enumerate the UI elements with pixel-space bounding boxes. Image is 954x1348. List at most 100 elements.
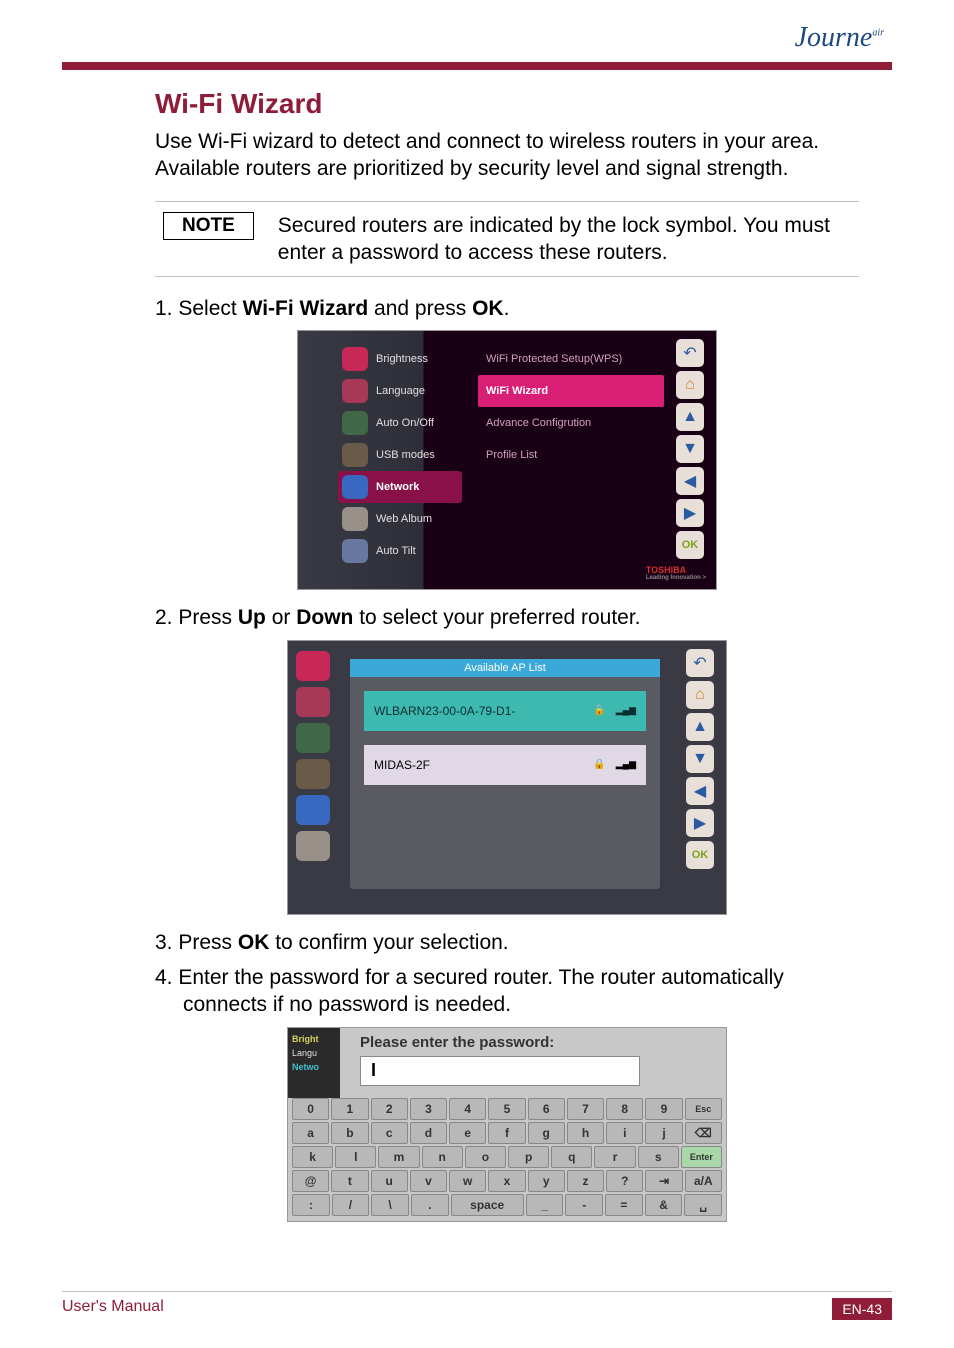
- up-icon[interactable]: ▲: [676, 403, 704, 431]
- note-label: NOTE: [163, 212, 254, 240]
- keyboard-key[interactable]: y: [528, 1170, 565, 1192]
- menu-icon: [342, 539, 368, 563]
- keyboard-key[interactable]: ␣: [684, 1194, 722, 1216]
- keyboard-key[interactable]: i: [606, 1122, 643, 1144]
- keyboard-key[interactable]: space: [451, 1194, 524, 1216]
- keyboard-key[interactable]: s: [638, 1146, 679, 1168]
- keyboard-key[interactable]: a/A: [685, 1170, 722, 1192]
- down-icon[interactable]: ▼: [676, 435, 704, 463]
- keyboard-key[interactable]: o: [465, 1146, 506, 1168]
- ap-panel: Available AP List WLBARN23-00-0A-79-D1-🔒…: [350, 659, 660, 889]
- keyboard-key[interactable]: ⇥: [645, 1170, 682, 1192]
- side-icon: [296, 687, 330, 717]
- keyboard-key[interactable]: 8: [606, 1098, 643, 1120]
- keyboard-key[interactable]: .: [411, 1194, 449, 1216]
- up-icon[interactable]: ▲: [686, 713, 714, 741]
- ok-icon[interactable]: OK: [686, 841, 714, 869]
- keyboard-key[interactable]: =: [605, 1194, 643, 1216]
- keyboard-key[interactable]: -: [565, 1194, 603, 1216]
- left-icon[interactable]: ◀: [686, 777, 714, 805]
- menu-label: Auto Tilt: [376, 545, 416, 557]
- menu-item[interactable]: Auto On/Off: [342, 407, 462, 439]
- keyboard-key[interactable]: k: [292, 1146, 333, 1168]
- keyboard-key[interactable]: f: [488, 1122, 525, 1144]
- keyboard-key[interactable]: \: [371, 1194, 409, 1216]
- settings-submenu: WiFi Protected Setup(WPS)WiFi WizardAdva…: [478, 343, 664, 471]
- footer-title: User's Manual: [62, 1298, 164, 1320]
- keyboard-key[interactable]: w: [449, 1170, 486, 1192]
- keyboard-key[interactable]: v: [410, 1170, 447, 1192]
- step-2: 2. Press Up or Down to select your prefe…: [155, 604, 859, 631]
- keyboard-key[interactable]: _: [526, 1194, 564, 1216]
- keyboard-key[interactable]: l: [335, 1146, 376, 1168]
- menu-label: Auto On/Off: [376, 417, 434, 429]
- keyboard-key[interactable]: g: [528, 1122, 565, 1144]
- keyboard-key[interactable]: 6: [528, 1098, 565, 1120]
- keyboard-key[interactable]: p: [508, 1146, 549, 1168]
- lock-icon: 🔒: [593, 759, 605, 770]
- keyboard-key[interactable]: @: [292, 1170, 329, 1192]
- keyboard-key[interactable]: 9: [645, 1098, 682, 1120]
- keyboard-key[interactable]: e: [449, 1122, 486, 1144]
- keyboard-key[interactable]: q: [551, 1146, 592, 1168]
- ap-item[interactable]: WLBARN23-00-0A-79-D1-🔒▂▄▆: [364, 691, 646, 731]
- home-icon[interactable]: ⌂: [676, 371, 704, 399]
- side-icon: [296, 723, 330, 753]
- password-prompt: Please enter the password:: [360, 1034, 554, 1051]
- keyboard-key[interactable]: t: [331, 1170, 368, 1192]
- down-icon[interactable]: ▼: [686, 745, 714, 773]
- keyboard-key[interactable]: 1: [331, 1098, 368, 1120]
- menu-item[interactable]: USB modes: [342, 439, 462, 471]
- keyboard-key[interactable]: 7: [567, 1098, 604, 1120]
- menu-item[interactable]: Auto Tilt: [342, 535, 462, 567]
- right-icon[interactable]: ▶: [686, 809, 714, 837]
- password-input[interactable]: I: [360, 1056, 640, 1086]
- keyboard-key[interactable]: /: [332, 1194, 370, 1216]
- keyboard-key[interactable]: n: [422, 1146, 463, 1168]
- keyboard-key[interactable]: b: [331, 1122, 368, 1144]
- keyboard-key[interactable]: j: [645, 1122, 682, 1144]
- back-icon[interactable]: ↶: [686, 649, 714, 677]
- menu-item[interactable]: Network: [338, 471, 462, 503]
- toshiba-brand: TOSHIBA Leading Innovation >: [646, 565, 706, 581]
- home-icon[interactable]: ⌂: [686, 681, 714, 709]
- submenu-item[interactable]: WiFi Protected Setup(WPS): [478, 343, 664, 375]
- keyboard-key[interactable]: z: [567, 1170, 604, 1192]
- ap-sidebar: [296, 651, 336, 861]
- ap-item[interactable]: MIDAS-2F🔒▂▄▆: [364, 745, 646, 785]
- keyboard-key[interactable]: h: [567, 1122, 604, 1144]
- menu-item[interactable]: Web Album: [342, 503, 462, 535]
- keyboard-key[interactable]: ?: [606, 1170, 643, 1192]
- submenu-item[interactable]: Advance Configrution: [478, 407, 664, 439]
- keyboard-key[interactable]: x: [488, 1170, 525, 1192]
- keyboard-key[interactable]: Enter: [681, 1146, 722, 1168]
- keyboard-key[interactable]: ⌫: [685, 1122, 722, 1144]
- note-block: NOTE Secured routers are indicated by th…: [155, 201, 859, 278]
- keyboard-key[interactable]: d: [410, 1122, 447, 1144]
- keyboard-key[interactable]: 0: [292, 1098, 329, 1120]
- submenu-item[interactable]: Profile List: [478, 439, 664, 471]
- menu-label: Language: [376, 385, 425, 397]
- ok-icon[interactable]: OK: [676, 531, 704, 559]
- keyboard-key[interactable]: 5: [488, 1098, 525, 1120]
- keyboard-key[interactable]: 2: [371, 1098, 408, 1120]
- keyboard-key[interactable]: r: [594, 1146, 635, 1168]
- keyboard-key[interactable]: Esc: [685, 1098, 722, 1120]
- keyboard-key[interactable]: m: [378, 1146, 419, 1168]
- menu-item[interactable]: Brightness: [342, 343, 462, 375]
- keyboard-key[interactable]: &: [645, 1194, 683, 1216]
- keyboard-key[interactable]: :: [292, 1194, 330, 1216]
- menu-item[interactable]: Language: [342, 375, 462, 407]
- ap-ssid: MIDAS-2F: [374, 758, 430, 772]
- keyboard-key[interactable]: a: [292, 1122, 329, 1144]
- step-1: 1. Select Wi-Fi Wizard and press OK.: [155, 295, 859, 322]
- right-icon[interactable]: ▶: [676, 499, 704, 527]
- keyboard-key[interactable]: 4: [449, 1098, 486, 1120]
- menu-icon: [342, 411, 368, 435]
- back-icon[interactable]: ↶: [676, 339, 704, 367]
- keyboard-key[interactable]: 3: [410, 1098, 447, 1120]
- keyboard-key[interactable]: u: [371, 1170, 408, 1192]
- left-icon[interactable]: ◀: [676, 467, 704, 495]
- submenu-item[interactable]: WiFi Wizard: [478, 375, 664, 407]
- keyboard-key[interactable]: c: [371, 1122, 408, 1144]
